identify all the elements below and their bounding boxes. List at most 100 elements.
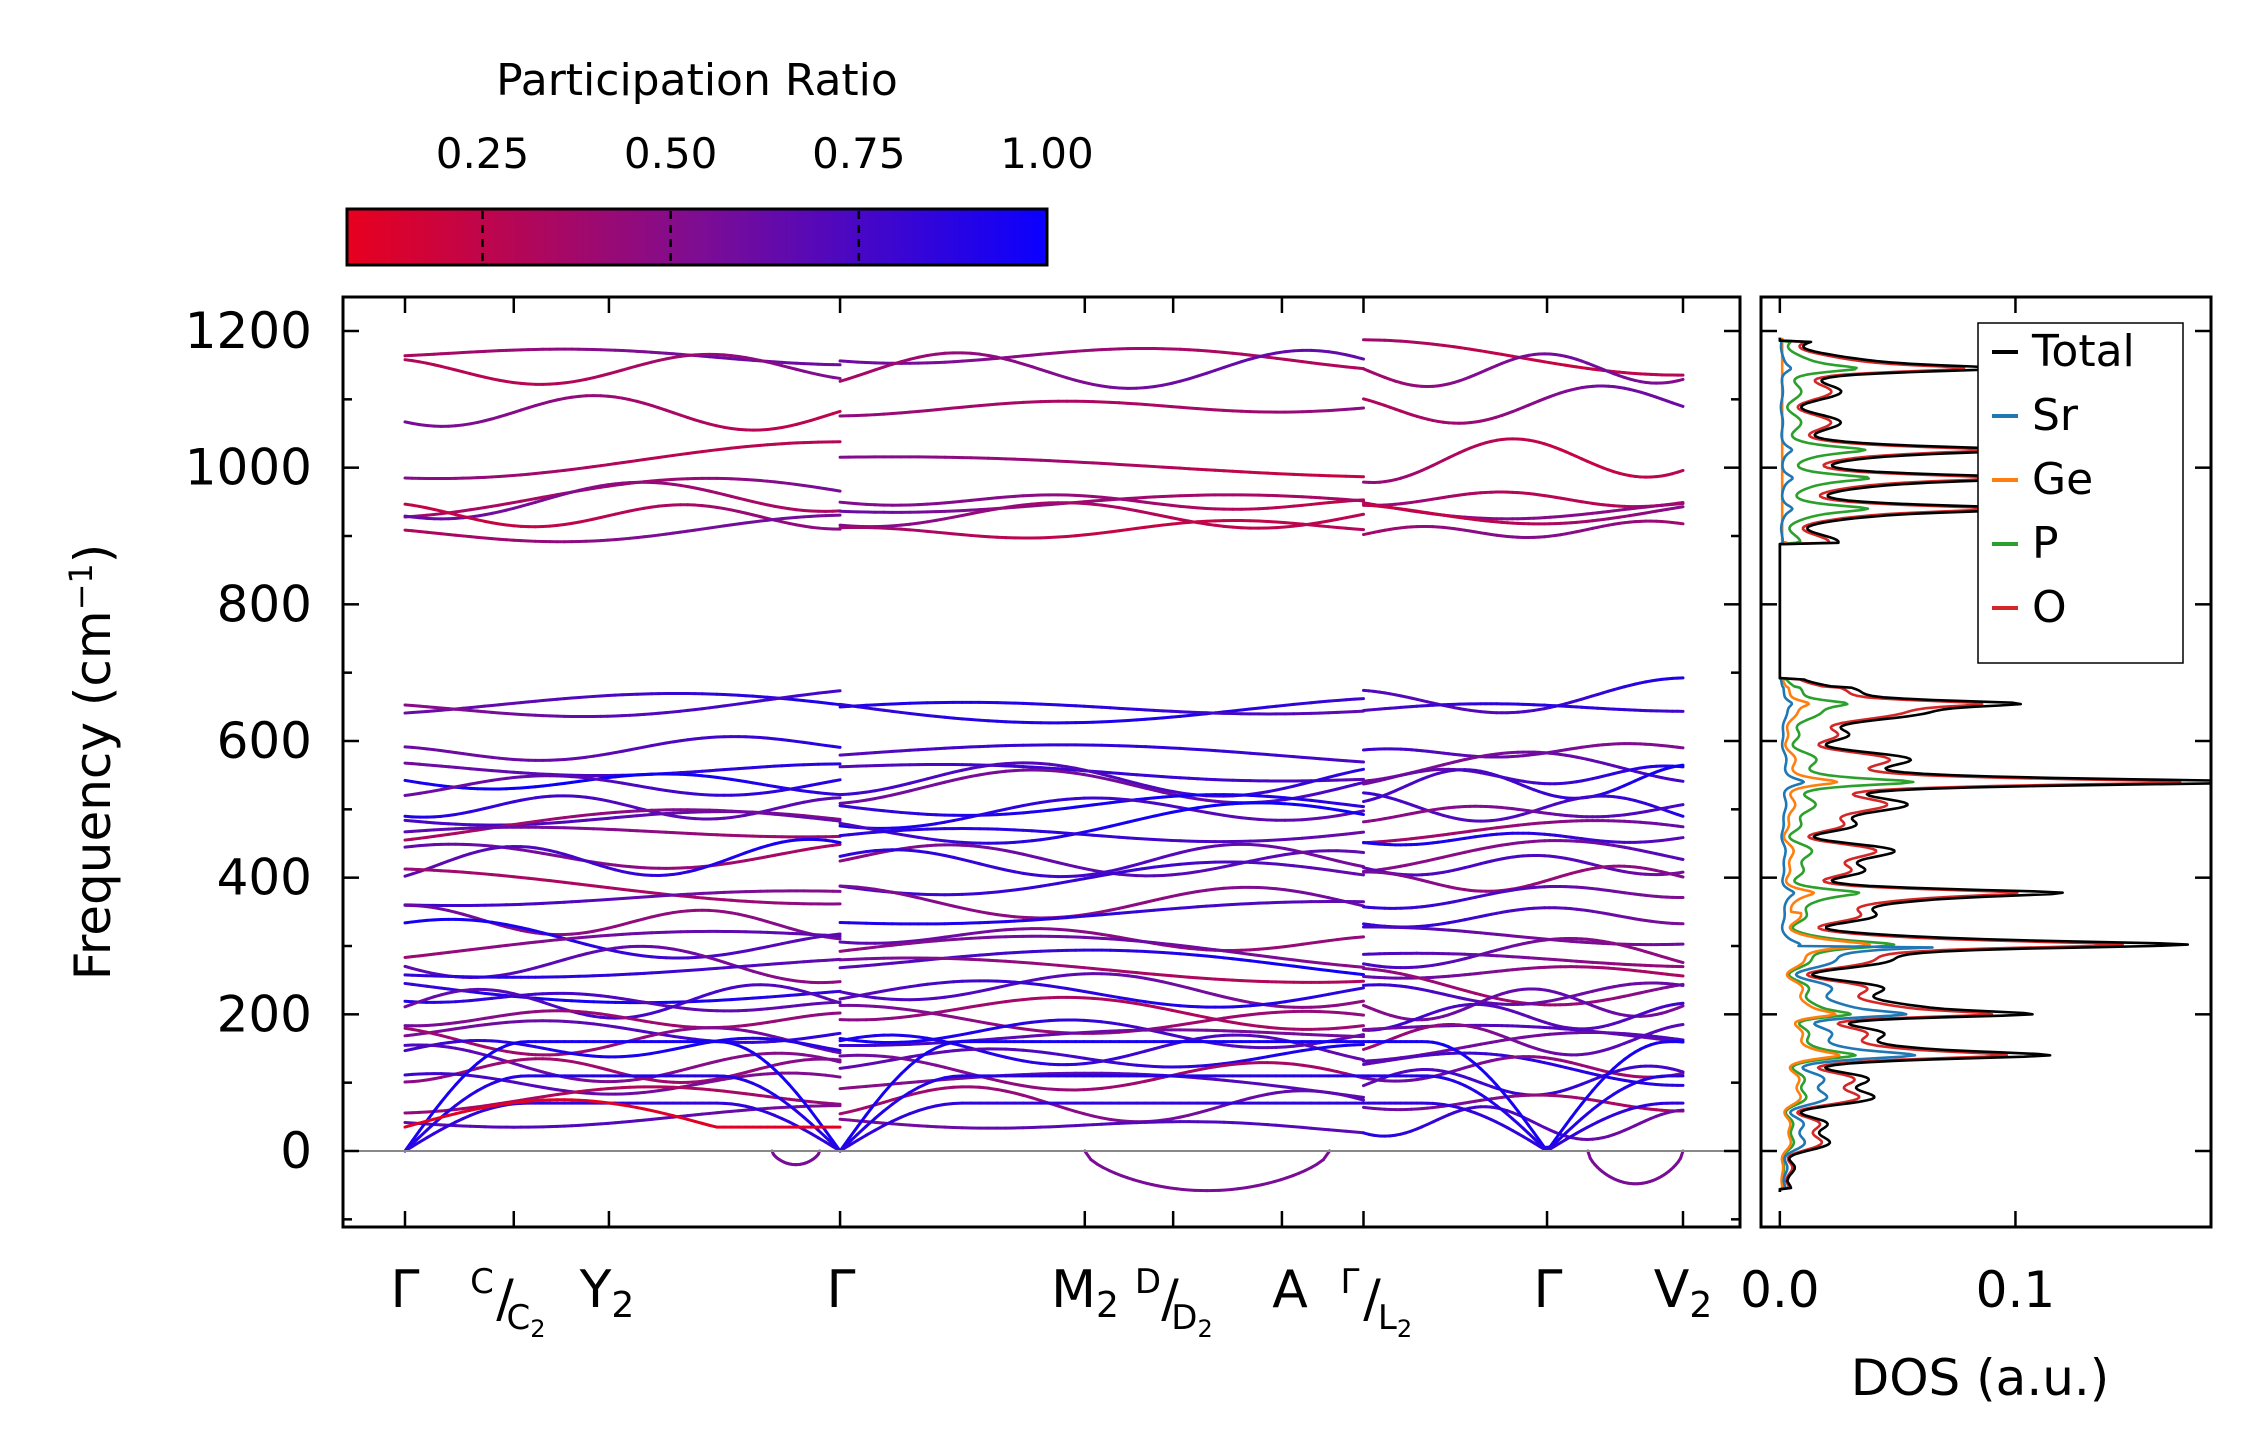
phonon-branch	[1143, 858, 1156, 864]
acoustic-branch	[847, 1132, 860, 1145]
phonon-branch	[1196, 988, 1208, 995]
phonon-branch	[1353, 902, 1365, 908]
acoustic-branch	[780, 1075, 791, 1087]
phonon-branch	[831, 1031, 842, 1036]
phonon-branch	[864, 368, 877, 375]
phonon-branch	[831, 980, 842, 984]
phonon-branch	[960, 1070, 973, 1076]
phonon-branch	[1353, 1024, 1365, 1029]
phonon-branch	[1135, 860, 1147, 867]
phonon-branch	[1065, 376, 1078, 382]
phonon-branch	[831, 818, 842, 823]
phonon-branch	[986, 1051, 999, 1057]
phonon-branch	[1056, 373, 1069, 380]
acoustic-branch	[454, 1075, 465, 1087]
phonon-branch	[1074, 378, 1086, 385]
phonon-branch	[1126, 1051, 1139, 1058]
phonon-branch	[1161, 853, 1174, 859]
phonon-branch	[917, 777, 929, 783]
acoustic-branch	[787, 1083, 799, 1095]
phonon-branch	[1248, 355, 1261, 361]
acoustic-branch	[795, 1091, 806, 1104]
phonon-branch	[873, 365, 886, 372]
phonon-branch	[1353, 863, 1365, 869]
acoustic-branch	[917, 1051, 929, 1061]
phonon-branch	[1353, 1012, 1365, 1017]
phonon-branch	[1353, 355, 1365, 361]
phonon-branch	[1239, 357, 1252, 364]
acoustic-branch	[925, 1046, 938, 1055]
acoustic-branch	[802, 1115, 813, 1126]
acoustic-branch	[856, 1113, 868, 1129]
phonon-branch	[1300, 780, 1313, 786]
acoustic-branch	[824, 1135, 835, 1146]
acoustic-branch	[873, 1109, 886, 1120]
phonon-branch	[873, 1100, 886, 1107]
phonon-branch	[925, 775, 938, 781]
phonon-branch	[978, 1049, 990, 1055]
phonon-branch	[831, 842, 842, 847]
phonon-branch	[1056, 1104, 1069, 1111]
acoustic-branch	[795, 1109, 806, 1119]
acoustic-branch	[899, 1064, 912, 1076]
acoustic-branch	[864, 1102, 877, 1117]
phonon-branch	[1353, 850, 1365, 855]
colorbar: Participation Ratio 0.25 0.50 0.75 1.00	[345, 55, 1094, 267]
phonon-branch	[1353, 1056, 1365, 1062]
phonon-branch	[1030, 1096, 1043, 1103]
phonon-branch	[1318, 775, 1331, 782]
phonon-branch	[1353, 872, 1365, 877]
acoustic-branch	[864, 1128, 877, 1137]
phonon-branch	[1353, 498, 1365, 503]
phonon-branch	[831, 1049, 842, 1055]
phonon-branch	[1353, 697, 1365, 701]
phonon-branch	[1353, 935, 1365, 940]
phonon-branch	[882, 1098, 894, 1104]
acoustic-branch	[454, 1098, 465, 1107]
colorbar-gradient	[345, 207, 1049, 267]
acoustic-branch	[447, 1103, 458, 1113]
colorbar-tick-label: 0.25	[436, 129, 530, 178]
phonon-branch	[1126, 779, 1139, 785]
phonon-branch	[1021, 362, 1034, 369]
acoustic-branch	[873, 1091, 886, 1106]
phonon-branch	[831, 1057, 842, 1062]
acoustic-branch	[856, 1133, 868, 1142]
acoustic-branch	[439, 1091, 451, 1104]
phonon-branch	[1196, 1109, 1208, 1115]
acoustic-branch	[758, 1056, 770, 1065]
acoustic-branch	[934, 1076, 947, 1082]
phonon-branch	[1152, 1044, 1165, 1051]
phonon-branch	[831, 817, 842, 821]
phonon-branch	[831, 778, 842, 783]
acoustic-branch	[899, 1112, 912, 1119]
acoustic-branch	[882, 1102, 894, 1113]
phonon-branch	[890, 360, 903, 366]
phonon-branch	[1213, 365, 1226, 372]
acoustic-branch	[882, 1119, 894, 1128]
phonon-branch	[1353, 972, 1365, 977]
phonon-branch	[831, 936, 842, 941]
phonon-branch	[831, 999, 842, 1005]
phonon-branch	[1204, 368, 1217, 375]
phonon-branch	[831, 409, 842, 416]
phonon-branch	[1231, 360, 1243, 367]
phonon-branch	[1353, 999, 1365, 1005]
phonon-branch	[1187, 374, 1200, 381]
acoustic-branch	[816, 1128, 828, 1139]
phonon-branch	[1353, 986, 1365, 991]
phonon-branch	[1161, 1042, 1174, 1048]
phonon-branch	[1047, 370, 1060, 377]
acoustic-branch	[847, 1125, 860, 1141]
phonon-branch	[831, 1047, 842, 1052]
acoustic-branch	[773, 1068, 784, 1079]
acoustic-branch	[780, 1098, 791, 1107]
phonon-branch	[831, 488, 842, 493]
phonon-branch	[1353, 1096, 1365, 1102]
acoustic-branch	[766, 1061, 777, 1072]
acoustic-branch	[899, 1090, 912, 1100]
phonon-branch	[838, 377, 851, 383]
colorbar-tick-label: 1.00	[1000, 129, 1094, 178]
phonon-branch	[831, 839, 842, 845]
acoustic-branch	[847, 1138, 860, 1148]
